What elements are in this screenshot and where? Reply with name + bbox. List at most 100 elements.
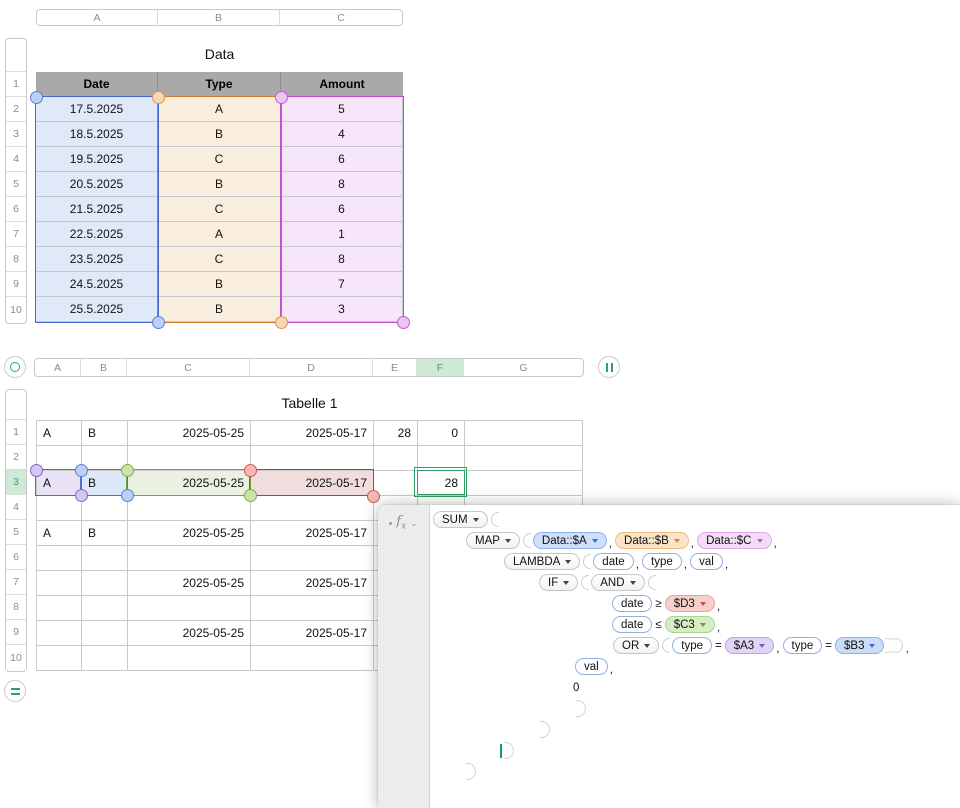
cell-B6[interactable]: C	[158, 197, 281, 222]
cell-C9[interactable]: 2025-05-25	[128, 621, 251, 646]
cell-D1[interactable]: 2025-05-17	[251, 421, 374, 446]
cell-G2[interactable]	[465, 446, 583, 471]
literal-value[interactable]: 0	[573, 681, 580, 694]
function-pill-or[interactable]: OR	[613, 637, 660, 654]
tabelle-row-header-strip[interactable]: 1 2 3 4 5 6 7 8 9 10	[5, 389, 27, 672]
cell-A7[interactable]: 22.5.2025	[36, 222, 158, 247]
range-handle-data-colB-bottom[interactable]	[275, 316, 288, 329]
cell-F1[interactable]: 0	[418, 421, 465, 446]
cell-A7[interactable]	[37, 571, 82, 596]
data-table-column-header-A[interactable]: A	[37, 10, 158, 25]
variable-pill-type[interactable]: type	[672, 637, 712, 654]
cell-B6[interactable]	[82, 546, 128, 571]
cell-C7[interactable]: 2025-05-25	[128, 571, 251, 596]
cell-G1[interactable]	[465, 421, 583, 446]
cell-ref-pill-data$a[interactable]: Data::$A	[532, 532, 607, 549]
cell-B10[interactable]	[82, 646, 128, 671]
cell-A10[interactable]: 25.5.2025	[36, 297, 158, 322]
data-table-row-header-6[interactable]: 6	[6, 197, 26, 222]
cell-F2[interactable]	[418, 446, 465, 471]
cell-A3[interactable]: 18.5.2025	[36, 122, 158, 147]
cell-D5[interactable]: 2025-05-17	[251, 521, 374, 546]
ref-handle-A3-bottom[interactable]	[75, 489, 88, 502]
cell-C4[interactable]	[128, 496, 251, 521]
range-handle-data-colA-bottom[interactable]	[152, 316, 165, 329]
cell-A10[interactable]	[37, 646, 82, 671]
cell-ref-pill-$b3[interactable]: $B3	[835, 637, 885, 654]
variable-pill-date[interactable]: date	[612, 616, 653, 633]
cell-A4[interactable]: 19.5.2025	[36, 147, 158, 172]
cell-D3[interactable]: 2025-05-17	[251, 471, 374, 496]
data-table-column-header-B[interactable]: B	[158, 10, 280, 25]
cell-B8[interactable]: C	[158, 247, 281, 272]
cell-G3[interactable]	[465, 471, 583, 496]
cell-C10[interactable]	[128, 646, 251, 671]
tabelle-row-header-2[interactable]: 2	[6, 445, 26, 470]
tabelle-column-header-D[interactable]: D	[250, 359, 373, 376]
cell-E2[interactable]	[374, 446, 418, 471]
data-table-header-amount[interactable]: Amount	[281, 72, 403, 97]
cell-A8[interactable]	[37, 596, 82, 621]
cell-F3[interactable]: 28	[418, 471, 465, 496]
cell-ref-pill-$d3[interactable]: $D3	[664, 595, 715, 612]
cell-C3[interactable]: 4	[281, 122, 403, 147]
variable-pill-type[interactable]: type	[782, 637, 823, 654]
function-pill-if[interactable]: IF	[539, 574, 579, 591]
data-table-header-date[interactable]: Date	[36, 72, 158, 97]
data-table-row-header-3[interactable]: 3	[6, 122, 26, 147]
tabelle-row-header-8[interactable]: 8	[6, 595, 26, 620]
cell-C5[interactable]: 2025-05-25	[128, 521, 251, 546]
tabelle-row-header-9[interactable]: 9	[6, 620, 26, 645]
variable-pill-val[interactable]: val	[690, 553, 723, 570]
ref-handle-A3-top[interactable]	[30, 464, 43, 477]
cell-D10[interactable]	[251, 646, 374, 671]
cell-C4[interactable]: 6	[281, 147, 403, 172]
cell-ref-pill-data$b[interactable]: Data::$B	[615, 532, 689, 549]
range-handle-data-colA-top[interactable]	[30, 91, 43, 104]
cell-D2[interactable]	[251, 446, 374, 471]
data-table-row-header-8[interactable]: 8	[6, 247, 26, 272]
data-table-row-header-strip[interactable]: 1 2 3 4 5 6 7 8 9 10	[5, 38, 27, 324]
cell-ref-pill-$c3[interactable]: $C3	[664, 616, 715, 633]
cell-B8[interactable]	[82, 596, 128, 621]
cell-A4[interactable]	[37, 496, 82, 521]
cell-A6[interactable]	[37, 546, 82, 571]
tabelle-row-header-1[interactable]: 1	[6, 420, 26, 445]
variable-pill-val[interactable]: val	[575, 658, 608, 675]
cell-B7[interactable]: A	[158, 222, 281, 247]
cell-B1[interactable]: B	[82, 421, 128, 446]
cell-C3[interactable]: 2025-05-25	[128, 471, 251, 496]
cell-C5[interactable]: 8	[281, 172, 403, 197]
cell-B4[interactable]: C	[158, 147, 281, 172]
variable-pill-date[interactable]: date	[612, 595, 653, 612]
function-pill-map[interactable]: MAP	[466, 532, 520, 549]
tabelle-column-header-B[interactable]: B	[81, 359, 127, 376]
cell-B9[interactable]	[82, 621, 128, 646]
variable-pill-date[interactable]: date	[593, 553, 634, 570]
range-handle-data-colB-top[interactable]	[152, 91, 165, 104]
data-table-row-header-9[interactable]: 9	[6, 272, 26, 297]
tabelle-row-header-4[interactable]: 4	[6, 495, 26, 520]
cell-C7[interactable]: 1	[281, 222, 403, 247]
cell-A2[interactable]: 17.5.2025	[36, 97, 158, 122]
ref-handle-D3-bottom[interactable]	[367, 490, 380, 503]
add-column-handle[interactable]	[598, 356, 620, 378]
cell-B4[interactable]	[82, 496, 128, 521]
tabelle-row-header-3[interactable]: 3	[6, 470, 26, 495]
function-pill-sum[interactable]: SUM	[433, 511, 488, 528]
data-table-header-type[interactable]: Type	[158, 72, 281, 97]
formula-token-area[interactable]: SUM MAP Data::$A, Data::$B, Data::$C, LAMBDA d…	[430, 505, 960, 808]
cell-D6[interactable]	[251, 546, 374, 571]
cell-E1[interactable]: 28	[374, 421, 418, 446]
cell-C1[interactable]: 2025-05-25	[128, 421, 251, 446]
cell-B10[interactable]: B	[158, 297, 281, 322]
ref-handle-C3-top[interactable]	[121, 464, 134, 477]
ref-handle-B3-bottom[interactable]	[121, 489, 134, 502]
cell-C9[interactable]: 7	[281, 272, 403, 297]
cell-B9[interactable]: B	[158, 272, 281, 297]
cell-D8[interactable]	[251, 596, 374, 621]
ref-handle-B3-top[interactable]	[75, 464, 88, 477]
data-table-column-header-C[interactable]: C	[337, 11, 345, 24]
